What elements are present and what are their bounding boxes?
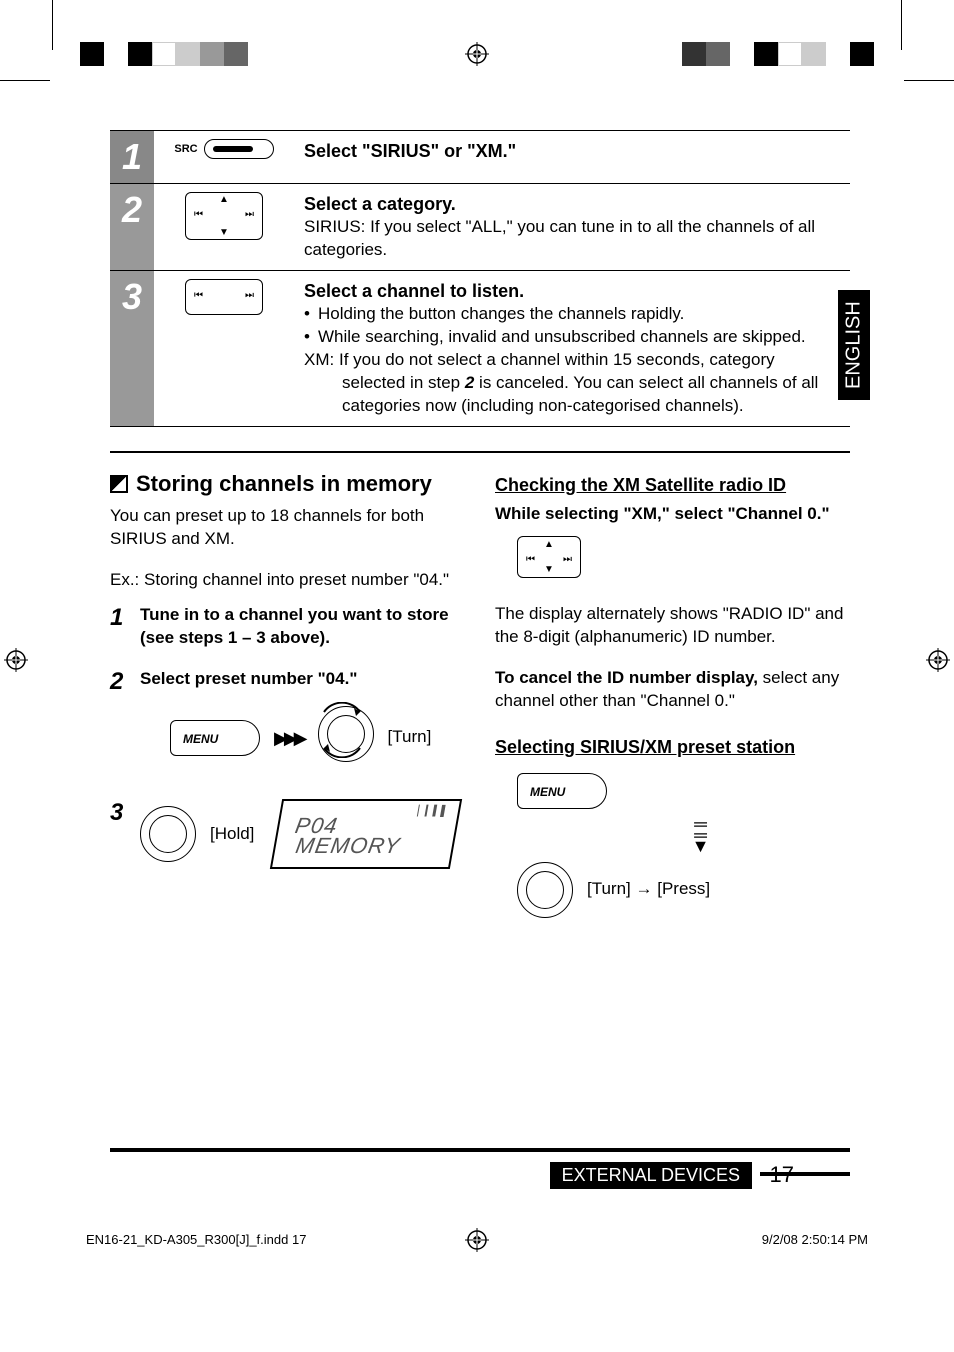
arrow-right-icon: ▶▶▶ <box>274 726 304 750</box>
two-column-body: Storing channels in memory You can prese… <box>110 451 850 918</box>
steps-table: 1 SRC Select "SIRIUS" or "XM." 2 ▲▼ ⏮︎⏭︎… <box>110 130 850 427</box>
procedure-list: 1 Tune in to a channel you want to store… <box>110 604 465 870</box>
right-column: Checking the XM Satellite radio ID While… <box>495 469 850 918</box>
registration-mark-top <box>465 42 489 66</box>
subsection-subheading: While selecting "XM," select "Channel 0.… <box>495 503 850 526</box>
footer-page-number: 17 <box>770 1162 794 1188</box>
square-bullet-icon <box>110 475 128 493</box>
subsection-heading: Checking the XM Satellite radio ID <box>495 473 850 497</box>
step-body: SIRIUS: If you select "ALL," you can tun… <box>304 216 840 262</box>
step-bullet: Holding the button changes the channels … <box>304 303 840 326</box>
intro-text: You can preset up to 18 channels for bot… <box>110 505 465 551</box>
crop-mark <box>52 0 53 50</box>
step-row-3: 3 ⏮︎⏭︎ Select a channel to listen. Holdi… <box>110 271 850 427</box>
step-number: 2 <box>120 192 144 228</box>
menu-button-icon: MENU <box>517 773 607 809</box>
xm-prefix: XM: <box>304 350 334 369</box>
lcd-display-icon: ▏▎▍▌ P04 MEMORY <box>270 799 462 869</box>
color-bar-right <box>682 42 874 66</box>
page-footer: EXTERNAL DEVICES 17 <box>110 1148 850 1188</box>
procedure-step: 2 Select preset number "04." MENU ▶▶▶ [T… <box>110 668 465 770</box>
procedure-step: 1 Tune in to a channel you want to store… <box>110 604 465 650</box>
dpad-icon: ▲▼ ⏮︎⏭︎ <box>517 536 581 578</box>
arrow-down-icon: ══▼ <box>551 819 850 851</box>
proc-number: 1 <box>110 602 123 634</box>
cancel-text: To cancel the ID number display, select … <box>495 667 850 713</box>
step-row-2: 2 ▲▼ ⏮︎⏭︎ Select a category. SIRIUS: If … <box>110 184 850 271</box>
step-number: 3 <box>120 279 144 315</box>
turn-label: [Turn] <box>388 726 432 749</box>
meta-filename: EN16-21_KD-A305_R300[J]_f.indd 17 <box>86 1232 306 1247</box>
procedure-step: 3 [Hold] ▏▎▍▌ P04 MEMORY <box>110 799 465 869</box>
proc-number: 3 <box>110 797 123 829</box>
example-text: Ex.: Storing channel into preset number … <box>110 569 465 592</box>
crop-mark <box>901 0 902 50</box>
dial-icon <box>140 806 196 862</box>
heading-text: Storing channels in memory <box>136 469 432 499</box>
src-button-icon: SRC <box>174 139 273 159</box>
registration-mark-left <box>4 648 28 672</box>
dpad-lr-icon: ⏮︎⏭︎ <box>185 279 263 315</box>
step-number: 1 <box>120 139 144 175</box>
footer-section-chip: EXTERNAL DEVICES <box>550 1162 752 1189</box>
step-row-1: 1 SRC Select "SIRIUS" or "XM." <box>110 131 850 184</box>
dial-icon <box>318 706 374 762</box>
registration-mark-bottom <box>465 1228 489 1255</box>
step-title: Select "SIRIUS" or "XM." <box>304 139 840 163</box>
lcd-line2: MEMORY <box>294 832 403 862</box>
color-bar-left <box>80 42 248 66</box>
step-title: Select a channel to listen. <box>304 279 840 303</box>
xm-step-ref: 2 <box>465 373 474 392</box>
xm-note: XM: If you do not select a channel withi… <box>304 349 840 418</box>
turn-press-label: [Turn] → [Press] <box>587 878 710 901</box>
left-column: Storing channels in memory You can prese… <box>110 469 465 918</box>
dpad-icon: ▲▼ ⏮︎⏭︎ <box>185 192 263 240</box>
registration-mark-right <box>926 648 950 672</box>
section-heading: Storing channels in memory <box>110 469 465 499</box>
subsection-heading: Selecting SIRIUS/XM preset station <box>495 735 850 759</box>
step-title: Select a category. <box>304 192 840 216</box>
crop-mark <box>904 80 954 81</box>
crop-mark <box>0 80 50 81</box>
src-label: SRC <box>174 143 197 155</box>
print-meta-line: EN16-21_KD-A305_R300[J]_f.indd 17 9/2/08… <box>86 1232 868 1247</box>
hold-label: [Hold] <box>210 823 254 846</box>
dial-icon <box>517 862 573 918</box>
proc-text: Select preset number "04." <box>140 669 357 688</box>
page-content: ENGLISH 1 SRC Select "SIRIUS" or "XM." 2… <box>110 130 850 918</box>
meta-timestamp: 9/2/08 2:50:14 PM <box>762 1232 868 1247</box>
language-tab: ENGLISH <box>838 290 870 400</box>
proc-number: 2 <box>110 666 123 698</box>
radio-id-text: The display alternately shows "RADIO ID"… <box>495 603 850 649</box>
step-bullet: While searching, invalid and unsubscribe… <box>304 326 840 349</box>
menu-button-icon: MENU <box>170 720 260 756</box>
cancel-bold: To cancel the ID number display, <box>495 668 758 687</box>
proc-text: Tune in to a channel you want to store (… <box>140 605 449 647</box>
